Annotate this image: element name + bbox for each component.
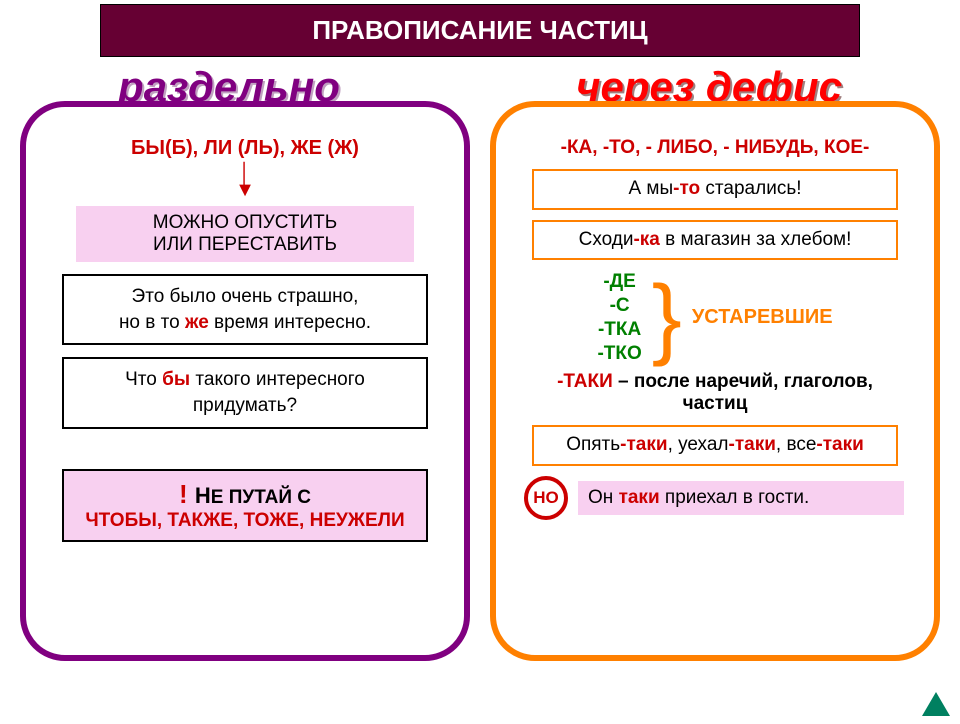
nav-up-icon[interactable] — [922, 692, 950, 716]
text: старались! — [700, 178, 801, 199]
text: но в то — [119, 312, 185, 333]
highlight: -таки — [620, 434, 667, 455]
particles-left: БЫ(Б), ЛИ (ЛЬ), ЖЕ (Ж) — [46, 137, 444, 160]
text: Сходи — [579, 229, 634, 250]
text: время интересно. — [209, 312, 371, 333]
deprecated-label: УСТАРЕВШИЕ — [692, 306, 833, 329]
page-title: ПРАВОПИСАНИЕ ЧАСТИЦ — [100, 4, 860, 57]
text: придумать? — [193, 395, 297, 416]
text: Это было очень страшно, — [132, 286, 359, 307]
text: частиц — [683, 393, 748, 414]
example-1-left: Это было очень страшно, но в то же время… — [62, 274, 428, 345]
panel-hyphen: -КА, -ТО, - ЛИБО, - НИБУДЬ, КОЕ- А мы-то… — [490, 101, 940, 661]
but-circle: НО — [524, 476, 568, 520]
text: , все — [776, 434, 817, 455]
deprecated-list: -ДЕ -С -ТКА -ТКО — [597, 270, 641, 365]
example-4-right: Он таки приехал в гости. — [578, 481, 904, 515]
text: , уехал — [668, 434, 729, 455]
text: Он — [588, 487, 619, 508]
text: А мы — [628, 178, 673, 199]
text: в магазин за хлебом! — [660, 229, 852, 250]
text: такого интересного — [190, 369, 365, 390]
particles-right: -КА, -ТО, - ЛИБО, - НИБУДЬ, КОЕ- — [516, 137, 914, 159]
example-3-right: Опять-таки, уехал-таки, все-таки — [532, 425, 898, 466]
arrow-down-icon: │▼ — [46, 166, 444, 198]
text: Е ПУТАЙ С — [211, 487, 311, 508]
but-row: НО Он таки приехал в гости. — [516, 476, 914, 520]
highlight: же — [185, 312, 209, 333]
text: Н — [195, 483, 211, 508]
deprecated-row: -ДЕ -С -ТКА -ТКО } УСТАРЕВШИЕ — [516, 270, 914, 365]
exclamation-icon: ! — [179, 479, 195, 509]
highlight: бы — [162, 369, 190, 390]
warning-list: ЧТОБЫ, ТАКЖЕ, ТОЖЕ, НЕУЖЕЛИ — [85, 510, 404, 531]
highlight: -таки — [729, 434, 776, 455]
example-2-left: Что бы такого интересного придумать? — [62, 357, 428, 428]
text: Опять — [566, 434, 620, 455]
text: Что — [125, 369, 162, 390]
text: приехал в гости. — [660, 487, 810, 508]
highlight: -то — [673, 178, 700, 199]
text: – после наречий, глаголов, — [613, 371, 873, 392]
brace-icon: } — [652, 282, 682, 354]
warning-box: ! НЕ ПУТАЙ С ЧТОБЫ, ТАКЖЕ, ТОЖЕ, НЕУЖЕЛИ — [62, 469, 428, 542]
panel-separate: БЫ(Б), ЛИ (ЛЬ), ЖЕ (Ж) │▼ МОЖНО ОПУСТИТЬ… — [20, 101, 470, 661]
highlight: таки — [619, 487, 660, 508]
example-2-right: Сходи-ка в магазин за хлебом! — [532, 220, 898, 261]
example-1-right: А мы-то старались! — [532, 169, 898, 210]
highlight: -ТАКИ — [557, 371, 613, 392]
highlight: -таки — [816, 434, 863, 455]
taki-rule: -ТАКИ – после наречий, глаголов, частиц — [516, 371, 914, 415]
highlight: -ка — [633, 229, 659, 250]
columns: БЫ(Б), ЛИ (ЛЬ), ЖЕ (Ж) │▼ МОЖНО ОПУСТИТЬ… — [0, 101, 960, 661]
rule-box: МОЖНО ОПУСТИТЬ ИЛИ ПЕРЕСТАВИТЬ — [76, 206, 414, 262]
